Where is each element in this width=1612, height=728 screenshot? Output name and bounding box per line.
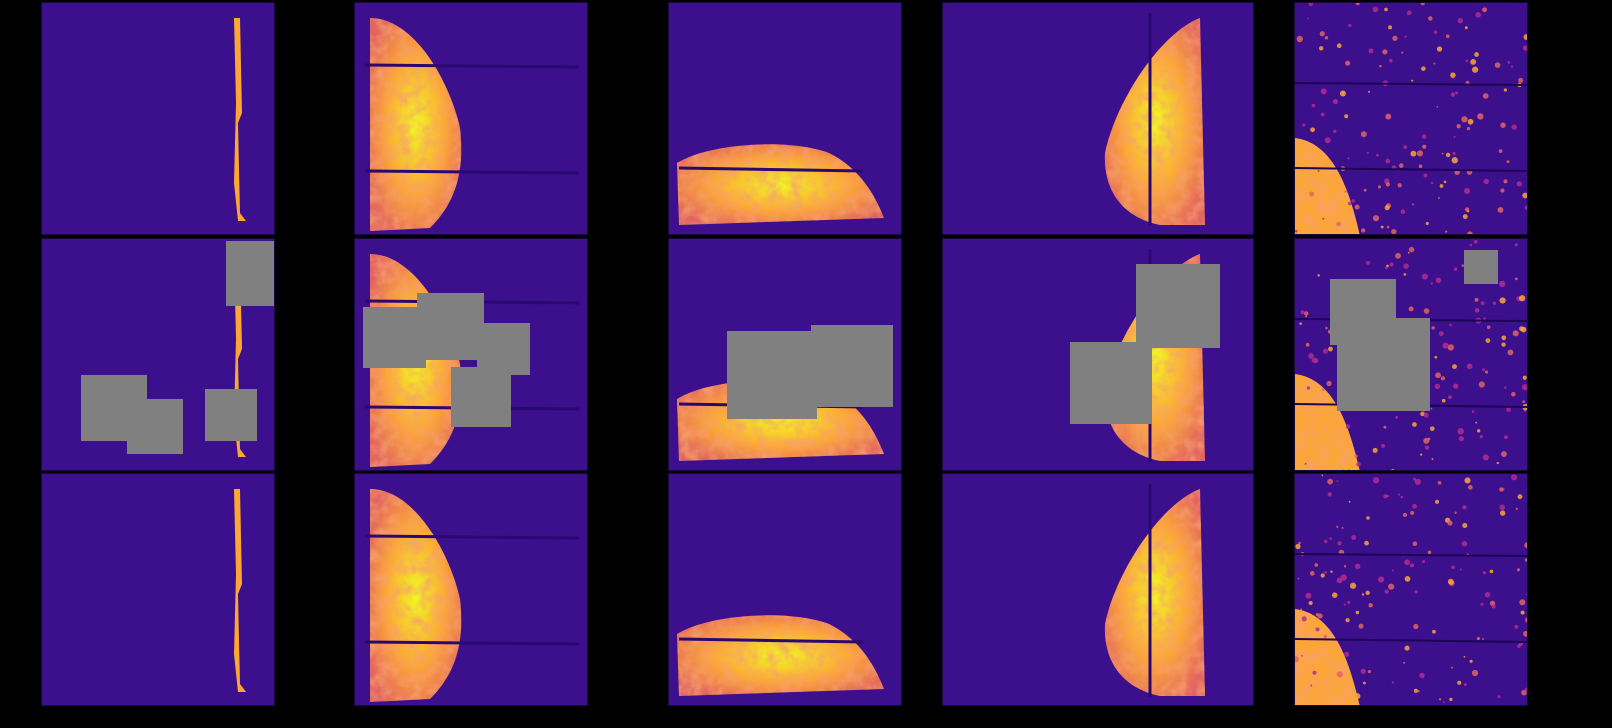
occlusion-mask bbox=[1337, 318, 1430, 411]
occlusion-mask bbox=[363, 307, 426, 368]
heatmap-background bbox=[943, 3, 1253, 234]
masked-panel-sample-5 bbox=[1294, 238, 1528, 471]
masked-panel-sample-2 bbox=[354, 238, 588, 471]
heat-region bbox=[1104, 13, 1205, 226]
reconstructed-panel-sample-2 bbox=[354, 473, 588, 706]
heat-region bbox=[1295, 3, 1527, 234]
heatmap-image bbox=[943, 474, 1253, 705]
occlusion-mask bbox=[1070, 342, 1152, 424]
heat-region bbox=[364, 489, 580, 702]
heat-region bbox=[1104, 484, 1205, 697]
heat-region bbox=[234, 18, 246, 221]
occlusion-mask bbox=[1136, 264, 1220, 348]
heat-region bbox=[234, 489, 246, 692]
heatmap-image bbox=[943, 3, 1253, 234]
occlusion-mask bbox=[477, 323, 530, 375]
heatmap-image bbox=[669, 3, 901, 234]
reconstructed-panel-sample-4 bbox=[942, 473, 1254, 706]
heatmap-image bbox=[42, 3, 274, 234]
masked-panel-sample-1 bbox=[41, 238, 275, 471]
heat-region bbox=[677, 615, 884, 696]
occlusion-mask bbox=[451, 367, 511, 427]
occlusion-mask bbox=[417, 293, 484, 360]
heat-region bbox=[364, 18, 580, 231]
reconstructed-panel-sample-5 bbox=[1294, 473, 1528, 706]
occlusion-mask bbox=[1464, 250, 1498, 284]
occlusion-mask bbox=[811, 325, 893, 407]
heatmap-image bbox=[42, 474, 274, 705]
occlusion-mask bbox=[205, 389, 257, 441]
original-panel-sample-2 bbox=[354, 2, 588, 235]
masked-panel-sample-4 bbox=[942, 238, 1254, 471]
occlusion-mask bbox=[127, 399, 183, 454]
heatmap-image bbox=[1295, 474, 1527, 705]
heat-region bbox=[1295, 474, 1527, 705]
heatmap-image bbox=[355, 474, 587, 705]
reconstructed-panel-sample-1 bbox=[41, 473, 275, 706]
occlusion-mask bbox=[727, 331, 817, 419]
original-panel-sample-1 bbox=[41, 2, 275, 235]
masked-panel-sample-3 bbox=[668, 238, 902, 471]
original-panel-sample-3 bbox=[668, 2, 902, 235]
heat-region bbox=[677, 144, 884, 225]
heatmap-image bbox=[669, 474, 901, 705]
heatmap-image bbox=[355, 3, 587, 234]
original-panel-sample-5 bbox=[1294, 2, 1528, 235]
reconstructed-panel-sample-3 bbox=[668, 473, 902, 706]
occlusion-mask bbox=[226, 241, 274, 306]
heatmap-background bbox=[943, 474, 1253, 705]
original-panel-sample-4 bbox=[942, 2, 1254, 235]
heatmap-image bbox=[1295, 3, 1527, 234]
